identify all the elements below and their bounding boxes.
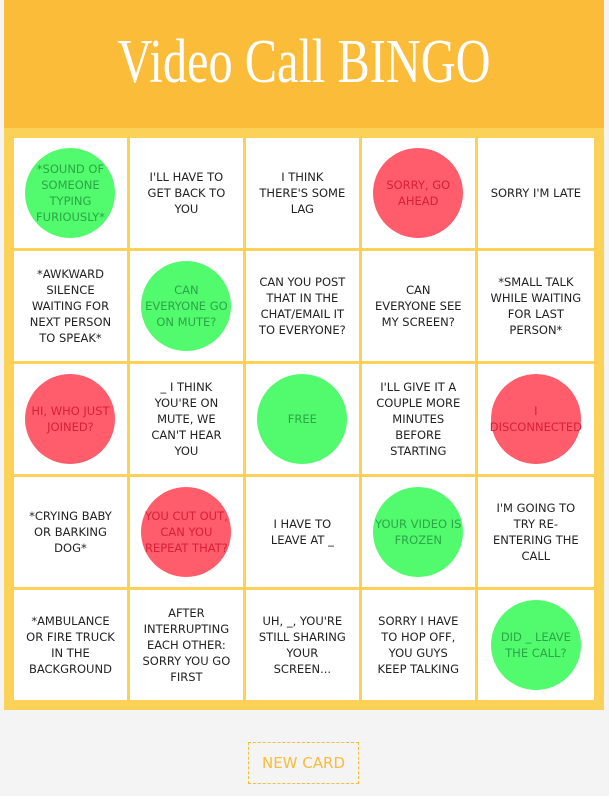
bingo-cell[interactable]: I'M GOING TO TRY RE-ENTERING THE CALL — [477, 477, 594, 587]
cell-text: I'LL HAVE TO GET BACK TO YOU — [147, 170, 226, 216]
cell-text: SORRY I HAVE TO HOP OFF, YOU GUYS KEEP T… — [377, 614, 460, 676]
cell-text: I HAVE TO LEAVE AT _ — [270, 517, 334, 547]
cell-text: *AMBULANCE OR FIRE TRUCK IN THE BACKGROU… — [26, 614, 115, 676]
marker — [141, 261, 232, 351]
bingo-cell[interactable]: SORRY I HAVE TO HOP OFF, YOU GUYS KEEP T… — [361, 590, 475, 700]
marker — [373, 148, 464, 238]
bingo-cell[interactable]: AFTER INTERRUPTING EACH OTHER: SORRY YOU… — [129, 590, 243, 700]
cell-text: I'M GOING TO TRY RE-ENTERING THE CALL — [493, 501, 579, 563]
bingo-cell[interactable]: I'LL HAVE TO GET BACK TO YOU — [129, 138, 243, 248]
bingo-cell[interactable]: HI, WHO JUST JOINED? — [14, 364, 127, 474]
bingo-cell[interactable]: _ I THINK YOU'RE ON MUTE, WE CAN'T HEAR … — [129, 364, 243, 474]
bingo-cell[interactable]: *AMBULANCE OR FIRE TRUCK IN THE BACKGROU… — [14, 590, 127, 700]
bingo-cell[interactable]: *SMALL TALK WHILE WAITING FOR LAST PERSO… — [477, 251, 594, 361]
bingo-cell[interactable]: *SOUND OF SOMEONE TYPING FURIOUSLY* — [14, 138, 127, 248]
marker — [25, 374, 116, 464]
cell-text: CAN EVERYONE SEE MY SCREEN? — [375, 283, 462, 329]
marker — [257, 374, 348, 464]
bingo-board: *SOUND OF SOMEONE TYPING FURIOUSLY* I'LL … — [4, 128, 604, 710]
cell-text: I DISCONNECTED — [489, 404, 583, 434]
cell-text: I THINK THERE'S SOME LAG — [259, 170, 346, 216]
cell-text: FREE — [287, 412, 317, 426]
bingo-cell[interactable]: *CRYING BABY OR BARKING DOG* — [14, 477, 127, 587]
marker — [373, 487, 464, 577]
cell-text: *CRYING BABY OR BARKING DOG* — [29, 509, 112, 555]
bingo-cell[interactable]: UH, _, YOU'RE STILL SHARING YOUR SCREEN.… — [245, 590, 359, 700]
marker — [490, 600, 581, 690]
cell-text: *SMALL TALK WHILE WAITING FOR LAST PERSO… — [490, 275, 582, 337]
bingo-cell[interactable]: *AWKWARD SILENCE WAITING FOR NEXT PERSON… — [14, 251, 127, 361]
cell-text: CAN YOU POST THAT IN THE CHAT/EMAIL IT T… — [258, 275, 346, 337]
cell-text: UH, _, YOU'RE STILL SHARING YOUR SCREEN.… — [258, 614, 346, 676]
bingo-cell[interactable]: DID _ LEAVE THE CALL? — [477, 590, 594, 700]
cell-text: _ I THINK YOU'RE ON MUTE, WE CAN'T HEAR … — [151, 380, 222, 458]
bingo-cell[interactable]: FREE — [245, 364, 359, 474]
bingo-cell[interactable]: I THINK THERE'S SOME LAG — [245, 138, 359, 248]
cell-text: SORRY I'M LATE — [490, 186, 582, 200]
new-card-button[interactable]: NEW CARD — [248, 742, 359, 784]
bingo-cell[interactable]: CAN EVERYONE SEE MY SCREEN? — [361, 251, 475, 361]
bingo-cell[interactable]: SORRY I'M LATE — [477, 138, 594, 248]
cell-text: YOUR VIDEO IS FROZEN — [375, 517, 462, 547]
marker — [490, 374, 581, 464]
cell-text: YOU CUT OUT, CAN YOU REPEAT THAT? — [144, 509, 228, 555]
marker — [141, 487, 232, 577]
cell-text: *AWKWARD SILENCE WAITING FOR NEXT PERSON… — [29, 267, 112, 345]
header: Video Call BINGO — [4, 0, 604, 128]
bingo-cell[interactable]: YOU CUT OUT, CAN YOU REPEAT THAT? — [129, 477, 243, 587]
cell-text: SORRY, GO AHEAD — [386, 178, 451, 208]
bingo-cell[interactable]: SORRY, GO AHEAD — [361, 138, 475, 248]
cell-text: *SOUND OF SOMEONE TYPING FURIOUSLY* — [36, 162, 105, 224]
bingo-cell[interactable]: I'LL GIVE IT A COUPLE MORE MINUTES BEFOR… — [361, 364, 475, 474]
bingo-cell[interactable]: I HAVE TO LEAVE AT _ — [245, 477, 359, 587]
marker — [25, 148, 116, 238]
bingo-cell[interactable]: CAN YOU POST THAT IN THE CHAT/EMAIL IT T… — [245, 251, 359, 361]
cell-text: AFTER INTERRUPTING EACH OTHER: SORRY YOU… — [142, 606, 231, 684]
cell-text: I'LL GIVE IT A COUPLE MORE MINUTES BEFOR… — [376, 380, 461, 458]
cell-text: HI, WHO JUST JOINED? — [31, 404, 110, 434]
cell-text: DID _ LEAVE THE CALL? — [500, 630, 571, 660]
cell-text: CAN EVERYONE GO ON MUTE? — [145, 283, 228, 329]
bingo-cell[interactable]: I DISCONNECTED — [477, 364, 594, 474]
bingo-cell[interactable]: YOUR VIDEO IS FROZEN — [361, 477, 475, 587]
title: Video Call BINGO — [117, 28, 491, 96]
bingo-cell[interactable]: CAN EVERYONE GO ON MUTE? — [129, 251, 243, 361]
